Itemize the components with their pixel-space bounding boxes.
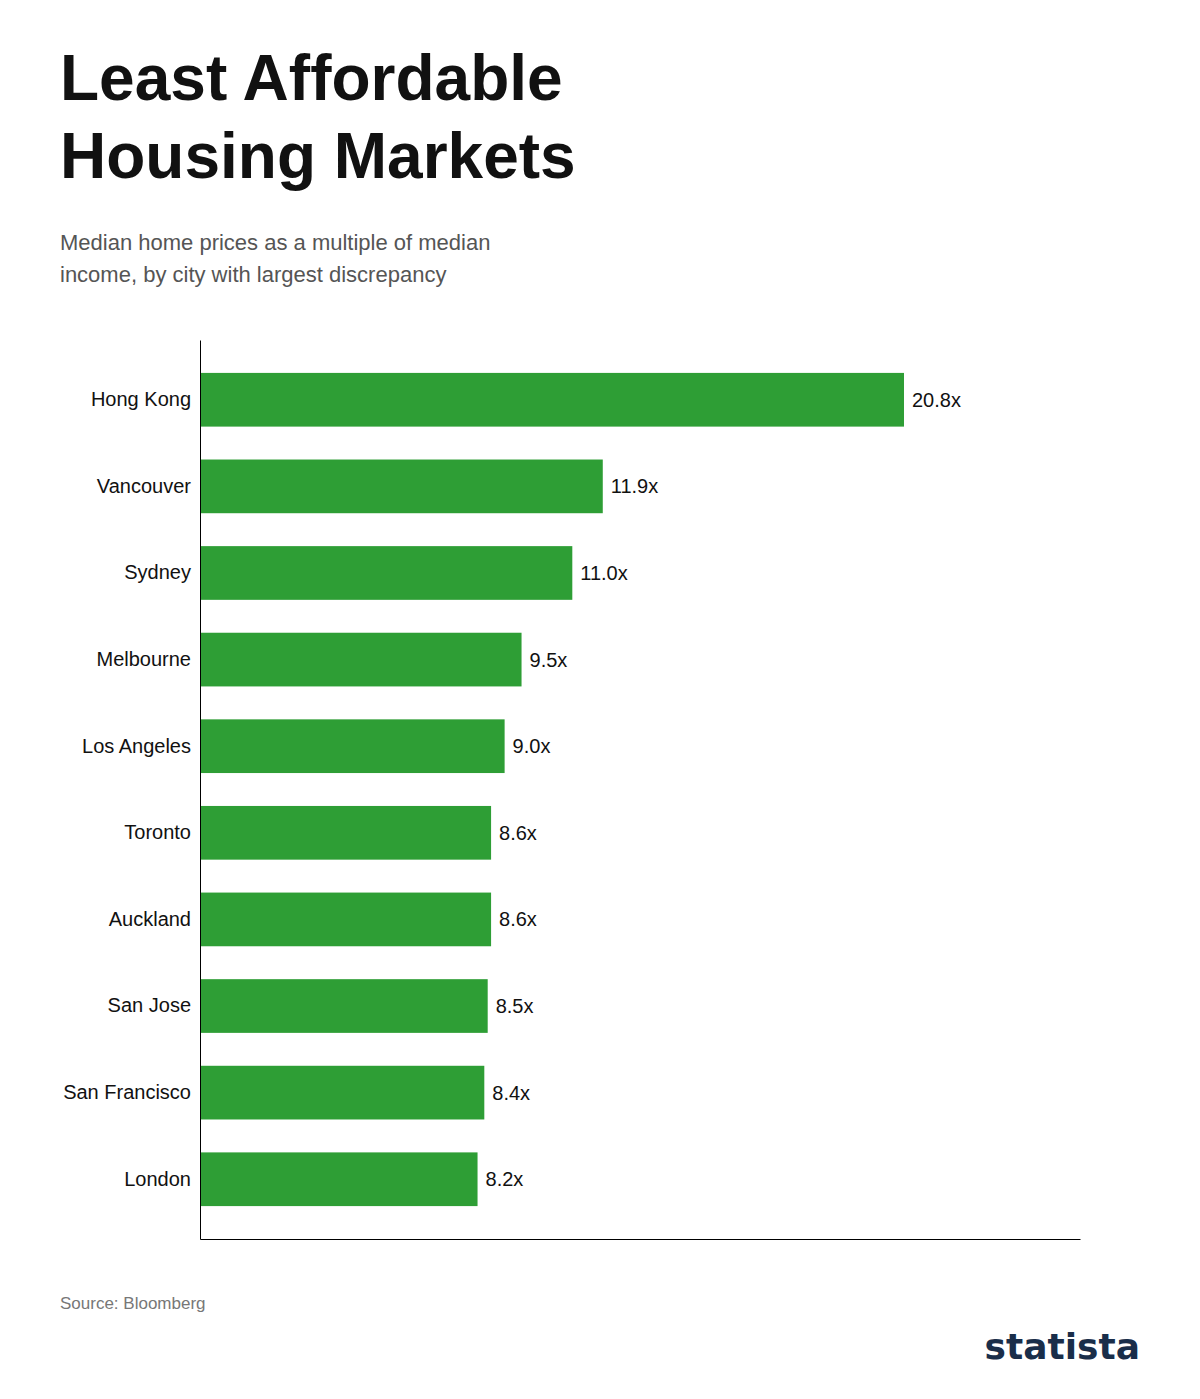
y-tick: San Jose (108, 994, 191, 1016)
y-tick: Auckland (109, 908, 191, 930)
data-label: 8.5x (496, 995, 534, 1017)
y-tick-label: Los Angeles (82, 735, 191, 757)
bars (200, 373, 904, 1206)
subtitle: Median home prices as a multiple of medi… (60, 230, 490, 287)
y-tick-label: San Francisco (63, 1081, 191, 1103)
y-tick: Hong Kong (91, 388, 191, 410)
x-axis (201, 1239, 1081, 1240)
y-tick-label: Melbourne (96, 648, 191, 670)
bar (200, 979, 488, 1033)
data-label: 8.6x (499, 908, 537, 930)
data-labels: 20.8x 11.9x 11.0x 9.5x 9.0x 8.6x 8.6x 8.5x 8.4x 8… (486, 389, 961, 1190)
bar (200, 1152, 478, 1206)
data-label: 8.4x (492, 1082, 530, 1104)
data-label: 11.0x (580, 562, 627, 584)
data-label: 9.0x (513, 735, 551, 757)
source: Source: Bloomberg (60, 1294, 206, 1313)
y-tick-label: Hong Kong (91, 388, 191, 410)
bar (200, 633, 522, 687)
y-tick: Sydney (124, 561, 191, 583)
title-line: Housing Markets (60, 120, 576, 192)
bar (200, 460, 603, 514)
y-tick: Los Angeles (82, 735, 191, 757)
data-label: 8.2x (486, 1168, 524, 1190)
y-tick: Toronto (124, 821, 191, 843)
x-axis-line (201, 1239, 1081, 1240)
y-tick-label: San Jose (108, 994, 191, 1016)
bar (200, 893, 491, 947)
bar (200, 1066, 484, 1120)
chart: Least AffordableHousing Markets Median ho… (0, 0, 1200, 1399)
title: Least AffordableHousing Markets (60, 42, 576, 192)
data-label: 8.6x (499, 822, 537, 844)
y-tick: Melbourne (96, 648, 191, 670)
y-tick: London (124, 1168, 191, 1190)
data-label: 9.5x (530, 649, 568, 671)
title-line: Least Affordable (60, 42, 563, 114)
subtitle-line: Median home prices as a multiple of medi… (60, 230, 490, 255)
y-tick-label: Vancouver (97, 475, 191, 497)
bar (200, 373, 904, 427)
y-tick: Vancouver (97, 475, 191, 497)
bar (200, 546, 572, 600)
y-tick: San Francisco (63, 1081, 191, 1103)
bar (200, 719, 505, 773)
data-label: 20.8x (912, 389, 961, 411)
data-label: 11.9x (611, 475, 658, 497)
bar (200, 806, 491, 860)
y-tick-label: Auckland (109, 908, 191, 930)
y-axis-line (200, 341, 201, 1240)
plot: 20.8x 11.9x 11.0x 9.5x 9.0x 8.6x 8.6x 8.5x 8.4x 8… (63, 341, 1080, 1240)
y-axis: Hong Kong Vancouver Sydney Melbourne Los Ang… (63, 341, 200, 1240)
y-tick-label: Sydney (124, 561, 191, 583)
logo: statista (985, 1326, 1140, 1367)
y-tick-label: Toronto (124, 821, 191, 843)
y-tick-label: London (124, 1168, 191, 1190)
subtitle-line: income, by city with largest discrepancy (60, 262, 446, 287)
